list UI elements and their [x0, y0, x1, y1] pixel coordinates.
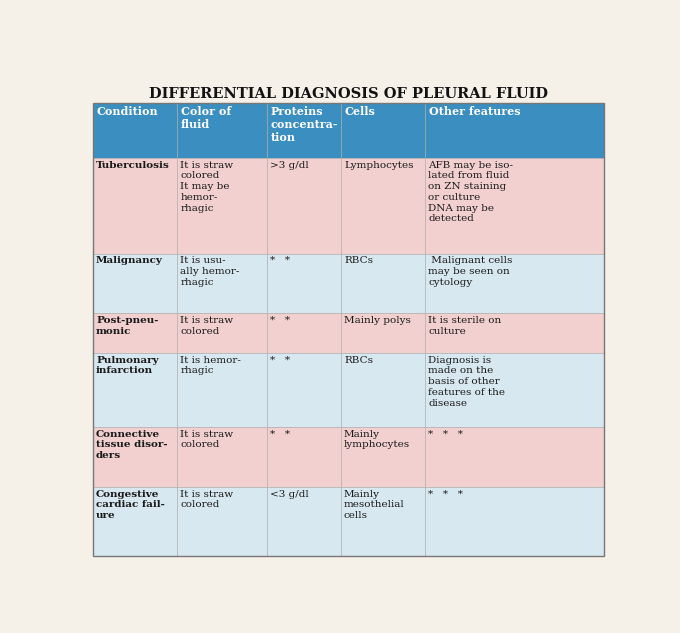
- Text: Diagnosis is
made on the
basis of other
features of the
disease: Diagnosis is made on the basis of other …: [428, 356, 505, 408]
- Text: DIFFERENTIAL DIAGNOSIS OF PLEURAL FLUID: DIFFERENTIAL DIAGNOSIS OF PLEURAL FLUID: [149, 87, 548, 101]
- Text: Tuberculosis: Tuberculosis: [96, 161, 170, 170]
- Text: >3 g/dl: >3 g/dl: [270, 161, 309, 170]
- Bar: [93, 254, 177, 313]
- Bar: [177, 353, 267, 427]
- Text: Mainly polys: Mainly polys: [344, 316, 411, 325]
- Bar: [341, 427, 425, 487]
- Text: It is usu-
ally hemor-
rhagic: It is usu- ally hemor- rhagic: [180, 256, 240, 287]
- Text: *   *: * *: [270, 256, 290, 265]
- Text: *   *: * *: [270, 356, 290, 365]
- Bar: [425, 103, 604, 158]
- Bar: [341, 103, 425, 158]
- Bar: [93, 487, 177, 556]
- Text: <3 g/dl: <3 g/dl: [270, 489, 309, 499]
- Text: It is straw
colored: It is straw colored: [180, 316, 233, 336]
- Text: It is hemor-
rhagic: It is hemor- rhagic: [180, 356, 241, 375]
- Text: Mainly
lymphocytes: Mainly lymphocytes: [344, 430, 410, 449]
- Bar: [267, 487, 341, 556]
- Bar: [177, 158, 267, 254]
- Bar: [177, 427, 267, 487]
- Bar: [267, 353, 341, 427]
- Bar: [93, 158, 177, 254]
- Bar: [341, 353, 425, 427]
- Text: It is straw
colored: It is straw colored: [180, 430, 233, 449]
- Bar: [341, 487, 425, 556]
- Text: AFB may be iso-
lated from fluid
on ZN staining
or culture
DNA may be
detected: AFB may be iso- lated from fluid on ZN s…: [428, 161, 513, 223]
- Text: Pulmonary
infarction: Pulmonary infarction: [96, 356, 158, 375]
- Text: Color of
fluid: Color of fluid: [181, 106, 231, 130]
- Text: Connective
tissue disor-
ders: Connective tissue disor- ders: [96, 430, 168, 460]
- Text: It is sterile on
culture: It is sterile on culture: [428, 316, 502, 336]
- Bar: [93, 103, 177, 158]
- Bar: [93, 313, 177, 353]
- Text: Malignant cells
may be seen on
cytology: Malignant cells may be seen on cytology: [428, 256, 513, 287]
- Bar: [425, 487, 604, 556]
- Text: Mainly
mesothelial
cells: Mainly mesothelial cells: [344, 489, 405, 520]
- Bar: [425, 353, 604, 427]
- Text: *   *: * *: [270, 316, 290, 325]
- Bar: [341, 158, 425, 254]
- Text: Cells: Cells: [345, 106, 375, 116]
- Text: Malignancy: Malignancy: [96, 256, 163, 265]
- Bar: [267, 313, 341, 353]
- Bar: [425, 254, 604, 313]
- Bar: [425, 158, 604, 254]
- Text: Condition: Condition: [97, 106, 158, 116]
- Bar: [341, 313, 425, 353]
- Bar: [267, 103, 341, 158]
- Text: *   *   *: * * *: [428, 489, 463, 499]
- Bar: [93, 427, 177, 487]
- Bar: [177, 313, 267, 353]
- Text: It is straw
colored
It may be
hemor-
rhagic: It is straw colored It may be hemor- rha…: [180, 161, 233, 213]
- Text: Lymphocytes: Lymphocytes: [344, 161, 413, 170]
- Text: *   *: * *: [270, 430, 290, 439]
- Bar: [267, 427, 341, 487]
- Text: *   *   *: * * *: [428, 430, 463, 439]
- Bar: [267, 158, 341, 254]
- Text: It is straw
colored: It is straw colored: [180, 489, 233, 510]
- Bar: [425, 427, 604, 487]
- Text: RBCs: RBCs: [344, 356, 373, 365]
- Bar: [267, 254, 341, 313]
- Text: RBCs: RBCs: [344, 256, 373, 265]
- Text: Post-pneu-
monic: Post-pneu- monic: [96, 316, 158, 336]
- Bar: [177, 487, 267, 556]
- Text: Congestive
cardiac fail-
ure: Congestive cardiac fail- ure: [96, 489, 165, 520]
- Bar: [93, 353, 177, 427]
- Bar: [177, 254, 267, 313]
- Bar: [425, 313, 604, 353]
- Bar: [177, 103, 267, 158]
- Text: Other features: Other features: [429, 106, 520, 116]
- Bar: [341, 254, 425, 313]
- Text: Proteins
concentra-
tion: Proteins concentra- tion: [271, 106, 338, 143]
